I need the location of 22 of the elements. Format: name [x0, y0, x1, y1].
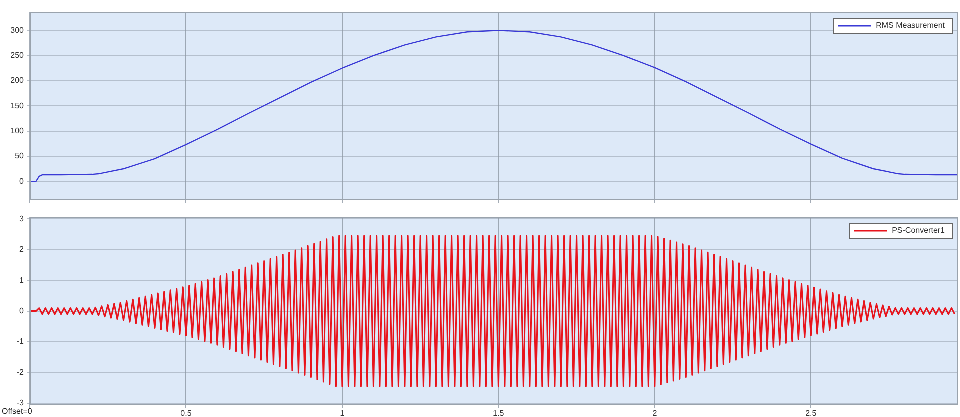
y-tick-label: 250 — [10, 50, 25, 60]
y-tick-label: 0 — [20, 176, 25, 186]
y-tick-label: 50 — [15, 152, 25, 161]
y-tick-label: 0 — [20, 306, 25, 316]
legend-label: PS-Converter1 — [892, 226, 946, 236]
y-tick-label: 1 — [20, 276, 25, 285]
x-tick-label: 0.5 — [180, 409, 192, 417]
legend-label: RMS Measurement — [876, 21, 946, 30]
y-tick-label: 200 — [10, 76, 25, 86]
y-tick-label: -2 — [16, 368, 25, 377]
y-tick-label: 3 — [20, 214, 25, 224]
y-tick-label: -1 — [16, 337, 25, 346]
y-tick-label: 2 — [20, 245, 25, 254]
y-tick-label: 150 — [10, 101, 25, 110]
x-tick-label: 1.5 — [493, 409, 505, 417]
y-tick-label: 300 — [10, 26, 25, 35]
y-tick-label: 100 — [10, 126, 25, 136]
y-tick-label: -3 — [16, 398, 25, 408]
text: Offset=0 — [2, 407, 33, 416]
x-tick-label: 1 — [340, 409, 346, 417]
x-tick-label: 2 — [652, 409, 658, 417]
x-tick-label: 2.5 — [806, 409, 818, 417]
